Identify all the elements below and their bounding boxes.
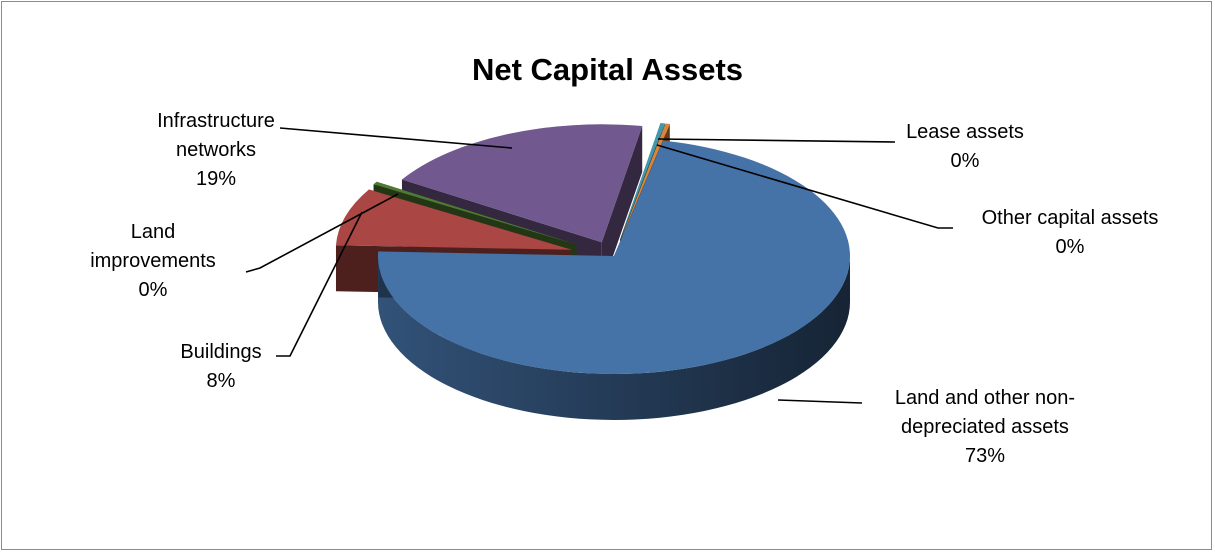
chart-title: Net Capital Assets: [471, 52, 744, 87]
slice-top-lease-assets: [620, 123, 665, 240]
label-land-non-depreciated: Land and other non- depreciated assets 7…: [840, 384, 1130, 471]
pie-slice-land-and-other-non-depreciated-assets: [378, 140, 851, 420]
label-land-improvements-line1: Land: [130, 221, 176, 243]
label-buildings-value: 8%: [206, 370, 236, 392]
label-land-improvements-line2: improvements: [90, 250, 216, 272]
slice-top-land-improvements: [373, 181, 577, 245]
label-buildings-line1: Buildings: [180, 341, 262, 363]
label-land-non-depreciated-line2: depreciated assets: [901, 416, 1069, 438]
slice-side-land-and-other-non-depreciated-assets: [378, 256, 850, 420]
slice-top-land-and-other-non-depreciated-assets: [378, 140, 851, 374]
label-infrastructure-networks: Infrastructure networks 19%: [106, 107, 326, 194]
label-other-capital-assets-line1: Other capital assets: [981, 207, 1159, 229]
label-buildings: Buildings 8%: [146, 338, 296, 396]
leader-line-land-non-depreciated: [777, 399, 863, 404]
label-land-non-depreciated-line1: Land and other non-: [894, 387, 1076, 409]
label-lease-assets-value: 0%: [950, 150, 980, 172]
slice-wall-infrastructure-networks-1: [601, 126, 643, 289]
leader-line-land-improvements: [245, 193, 399, 273]
slice-top-infrastructure-networks: [401, 124, 643, 243]
label-infrastructure-value: 19%: [195, 168, 237, 190]
leader-line-infrastructure: [279, 127, 513, 149]
label-land-improvements: Land improvements 0%: [48, 218, 258, 305]
label-other-capital-assets: Other capital assets 0%: [950, 204, 1190, 262]
leader-line-other-capital-assets: [656, 144, 953, 229]
label-infrastructure-line1: Infrastructure: [157, 110, 275, 132]
slice-top-other-capital-assets: [620, 123, 670, 240]
leader-line-lease-assets: [657, 138, 896, 143]
slice-top-buildings: [335, 189, 572, 250]
leader-line-buildings: [276, 211, 363, 357]
label-lease-assets-line1: Lease assets: [906, 121, 1024, 143]
label-land-improvements-value: 0%: [138, 279, 168, 301]
label-land-non-depreciated-value: 73%: [964, 445, 1006, 467]
label-lease-assets: Lease assets 0%: [880, 118, 1050, 176]
label-other-capital-assets-value: 0%: [1055, 236, 1085, 258]
label-infrastructure-line2: networks: [175, 139, 257, 161]
